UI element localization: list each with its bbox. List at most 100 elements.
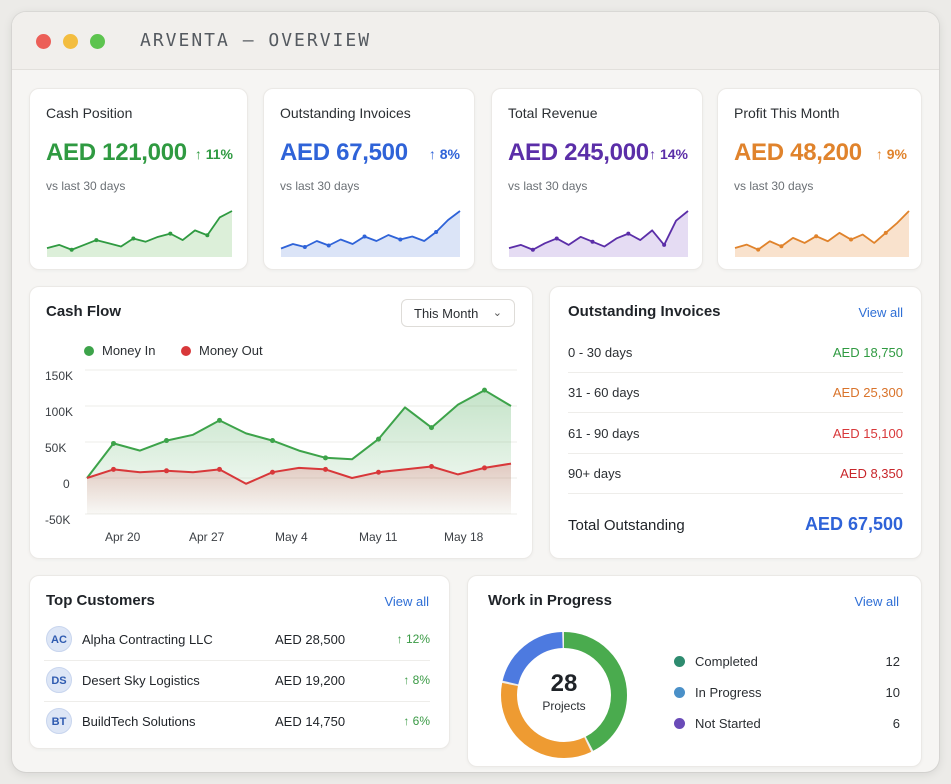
maximize-window-button[interactable] xyxy=(90,34,105,49)
chevron-down-icon: ⌄ xyxy=(492,307,502,319)
data-point xyxy=(376,436,381,442)
sparkline-area xyxy=(47,211,232,257)
kpi-change: ↑ 8% xyxy=(428,146,460,162)
avatar: BT xyxy=(46,708,72,734)
status-label: In Progress xyxy=(695,685,762,700)
sparkline-point xyxy=(205,233,210,238)
legend-money-in[interactable]: Money In xyxy=(84,343,155,358)
legend-money-out[interactable]: Money Out xyxy=(181,343,263,358)
sparkline-point xyxy=(626,231,631,236)
y-tick-label: 150K xyxy=(45,369,74,383)
period-dropdown[interactable]: This Month ⌄ xyxy=(401,299,515,327)
aging-amount: AED 18,750 xyxy=(832,345,903,360)
data-point xyxy=(270,469,275,475)
legend-label: Money In xyxy=(102,343,156,358)
cash-flow-card: Cash Flow This Month ⌄ Money In Money Ou… xyxy=(29,286,533,559)
work-in-progress-title: Work in Progress xyxy=(488,592,612,609)
kpi-card-cash-position[interactable]: Cash Position AED 121,000 ↑ 11% vs last … xyxy=(29,88,248,270)
sparkline-line xyxy=(508,210,689,251)
kpi-label: Cash Position xyxy=(46,105,133,121)
customer-amount: AED 14,750 xyxy=(275,714,346,729)
kpi-value: AED 67,500 xyxy=(280,139,408,166)
sparkline-point xyxy=(883,230,888,235)
aging-label: 31 - 60 days xyxy=(568,385,640,400)
customer-row[interactable]: BT BuildTech Solutions AED 14,750 ↑ 6% xyxy=(44,702,430,743)
sparkline-point xyxy=(302,245,307,249)
sparkline-area xyxy=(735,211,909,257)
aging-row[interactable]: 61 - 90 days AED 15,100 xyxy=(568,414,903,454)
aging-label: 0 - 30 days xyxy=(568,345,633,360)
data-point xyxy=(217,466,222,472)
data-point xyxy=(111,440,116,446)
data-point xyxy=(111,466,116,472)
kpi-label: Profit This Month xyxy=(734,105,840,121)
kpi-value: AED 245,000 xyxy=(508,139,649,166)
status-count: 6 xyxy=(892,716,900,731)
cash-flow-title: Cash Flow xyxy=(46,303,122,320)
status-label: Not Started xyxy=(695,716,761,731)
wip-view-all-link[interactable]: View all xyxy=(854,594,899,609)
kpi-subtext: vs last 30 days xyxy=(46,179,126,193)
aging-label: 61 - 90 days xyxy=(568,426,640,441)
donut-total-value: 28 xyxy=(550,670,578,697)
sparkline-line xyxy=(46,210,233,251)
y-tick-label: -50K xyxy=(45,513,71,527)
top-customers-card: Top Customers View all AC Alpha Contract… xyxy=(29,575,450,749)
minimize-window-button[interactable] xyxy=(63,34,78,49)
x-tick-label: Apr 20 xyxy=(105,530,141,544)
kpi-label: Total Revenue xyxy=(508,105,598,121)
series-line xyxy=(86,462,512,485)
kpi-card-total-revenue[interactable]: Total Revenue AED 245,000 ↑ 14% vs last … xyxy=(491,88,703,270)
aging-row[interactable]: 31 - 60 days AED 25,300 xyxy=(568,373,903,413)
sparkline-point xyxy=(434,230,439,234)
close-window-button[interactable] xyxy=(36,34,51,49)
x-tick-label: May 4 xyxy=(275,530,308,544)
kpi-subtext: vs last 30 days xyxy=(734,179,814,193)
aging-row[interactable]: 0 - 30 days AED 18,750 xyxy=(568,333,903,373)
data-point xyxy=(323,455,328,461)
y-tick-label: 0 xyxy=(63,477,70,491)
kpi-value: AED 48,200 xyxy=(734,139,862,166)
outstanding-invoices-title: Outstanding Invoices xyxy=(568,303,721,320)
x-tick-label: Apr 27 xyxy=(189,530,225,544)
customers-view-all-link[interactable]: View all xyxy=(384,594,429,609)
outstanding-invoices-card: Outstanding Invoices View all 0 - 30 day… xyxy=(549,286,922,559)
kpi-sparkline xyxy=(280,210,461,257)
sparkline-point xyxy=(814,234,819,239)
donut-total-label: Projects xyxy=(542,699,586,713)
window-title: ARVENTA — OVERVIEW xyxy=(140,30,372,51)
customer-row[interactable]: DS Desert Sky Logistics AED 19,200 ↑ 8% xyxy=(44,661,430,702)
status-dot xyxy=(674,656,685,667)
customer-change: ↑ 8% xyxy=(403,673,430,687)
sparkline-point xyxy=(554,236,559,241)
series-area xyxy=(87,463,511,514)
customer-name: Alpha Contracting LLC xyxy=(82,632,213,647)
total-outstanding-value: AED 67,500 xyxy=(804,514,903,534)
top-customers-title: Top Customers xyxy=(46,592,155,609)
customer-row[interactable]: AC Alpha Contracting LLC AED 28,500 ↑ 12… xyxy=(44,620,430,661)
donut-segment xyxy=(501,632,627,758)
sparkline-point xyxy=(849,237,853,242)
kpi-card-profit-this-month[interactable]: Profit This Month AED 48,200 ↑ 9% vs las… xyxy=(717,88,922,270)
status-count: 10 xyxy=(885,685,900,700)
kpi-sparkline xyxy=(734,210,910,257)
customer-change: ↑ 12% xyxy=(396,632,430,646)
customer-amount: AED 28,500 xyxy=(275,632,346,647)
y-tick-label: 100K xyxy=(45,405,74,419)
kpi-card-outstanding-invoices[interactable]: Outstanding Invoices AED 67,500 ↑ 8% vs … xyxy=(263,88,475,270)
customer-change: ↑ 6% xyxy=(403,714,430,728)
aging-amount: AED 15,100 xyxy=(832,426,903,441)
legend-dot-green xyxy=(84,346,94,356)
aging-row[interactable]: 90+ days AED 8,350 xyxy=(568,454,903,494)
kpi-sparkline xyxy=(508,210,689,257)
app-window: ARVENTA — OVERVIEW Cash Position AED 121… xyxy=(12,12,939,772)
aging-amount: AED 8,350 xyxy=(840,466,903,481)
sparkline-line xyxy=(734,210,910,251)
aging-label: 90+ days xyxy=(568,466,622,481)
sparkline-point xyxy=(168,231,173,236)
y-tick-label: 50K xyxy=(45,441,67,455)
sparkline-area xyxy=(281,211,460,257)
title-bar: ARVENTA — OVERVIEW xyxy=(12,12,939,70)
kpi-label: Outstanding Invoices xyxy=(280,105,411,121)
outstanding-view-all-link[interactable]: View all xyxy=(858,305,903,320)
